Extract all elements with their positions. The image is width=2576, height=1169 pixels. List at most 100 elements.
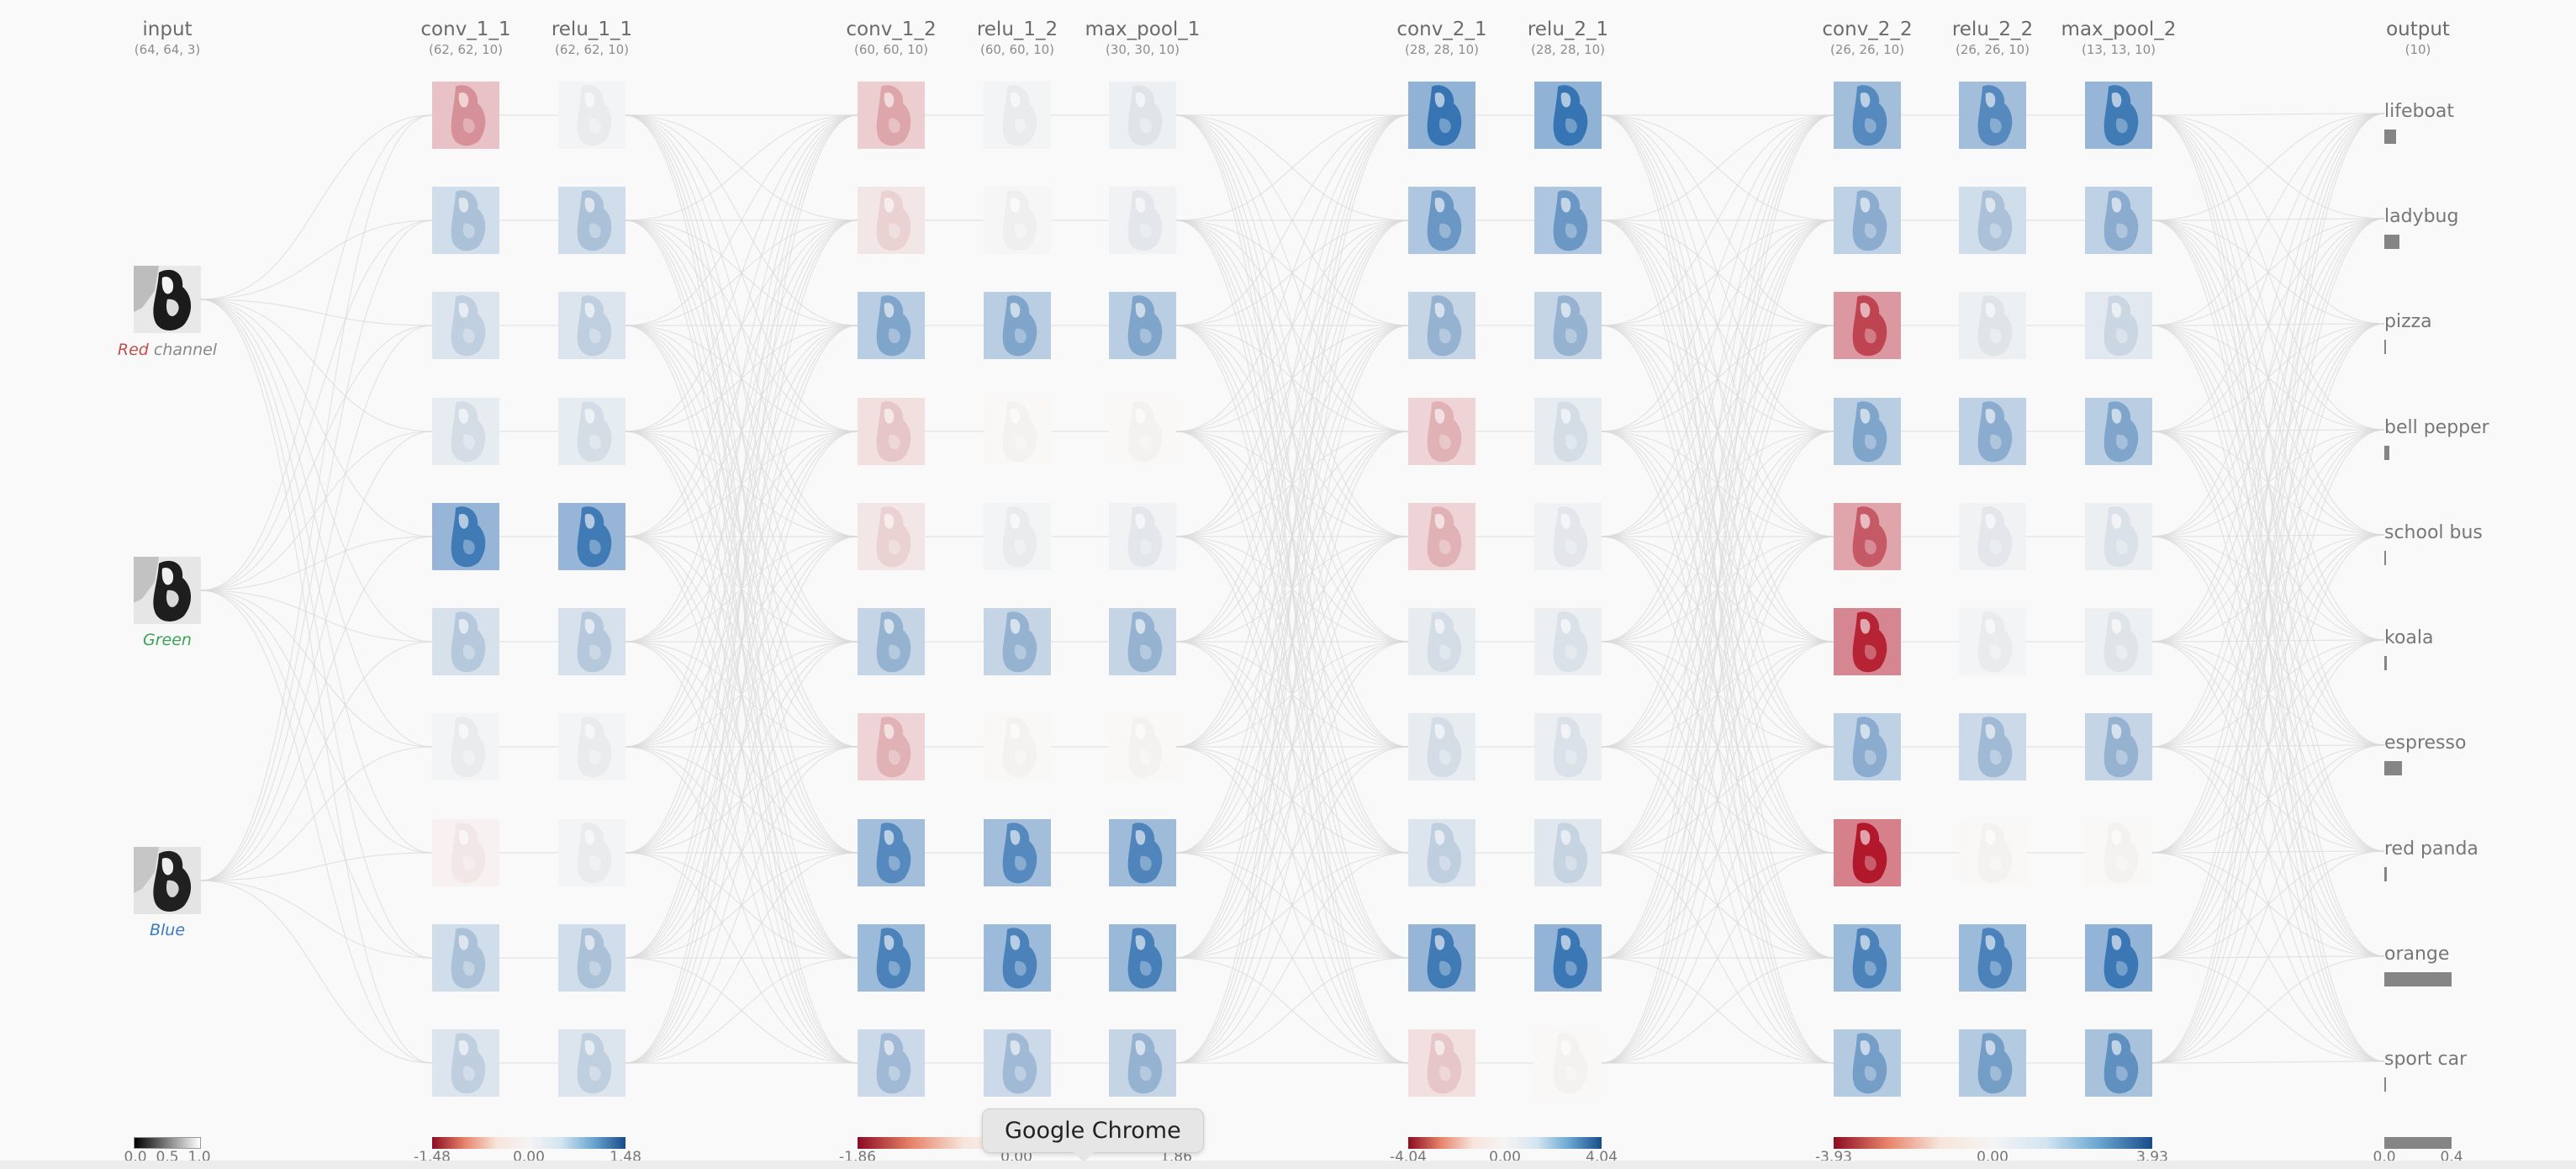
feature-map-relu-1-1-7[interactable]: [558, 713, 626, 780]
output-class-label[interactable]: red panda: [2384, 838, 2478, 860]
feature-map-conv-2-2-10[interactable]: [1834, 1029, 1901, 1097]
feature-map-conv-1-2-8[interactable]: [858, 819, 925, 886]
feature-map-max-pool-2-8[interactable]: [2085, 819, 2152, 886]
feature-map-relu-2-2-10[interactable]: [1959, 1029, 2026, 1097]
feature-map-conv-2-1-6[interactable]: [1408, 608, 1475, 675]
feature-map-conv-2-2-1[interactable]: [1834, 82, 1901, 149]
feature-map-max-pool-2-5[interactable]: [2085, 503, 2152, 570]
output-class-label[interactable]: orange: [2384, 944, 2450, 965]
feature-map-relu-1-1-5[interactable]: [558, 503, 626, 570]
feature-map-relu-1-2-10[interactable]: [984, 1029, 1051, 1097]
feature-map-conv-1-2-4[interactable]: [858, 398, 925, 465]
feature-map-relu-2-2-2[interactable]: [1959, 187, 2026, 254]
feature-map-relu-2-1-7[interactable]: [1534, 713, 1602, 780]
feature-map-relu-1-1-9[interactable]: [558, 924, 626, 992]
feature-map-conv-1-2-6[interactable]: [858, 608, 925, 675]
feature-map-relu-2-1-6[interactable]: [1534, 608, 1602, 675]
feature-map-conv-2-2-9[interactable]: [1834, 924, 1901, 992]
feature-map-conv-2-1-1[interactable]: [1408, 82, 1475, 149]
feature-map-conv-2-2-8[interactable]: [1834, 819, 1901, 886]
feature-map-max-pool-1-7[interactable]: [1109, 713, 1176, 780]
feature-map-conv-1-2-9[interactable]: [858, 924, 925, 992]
input-image-blue-channel[interactable]: [134, 847, 201, 914]
feature-map-conv-1-1-2[interactable]: [432, 187, 499, 254]
feature-map-relu-1-1-3[interactable]: [558, 292, 626, 359]
feature-map-relu-1-1-2[interactable]: [558, 187, 626, 254]
feature-map-max-pool-2-4[interactable]: [2085, 398, 2152, 465]
feature-map-conv-1-2-10[interactable]: [858, 1029, 925, 1097]
feature-map-conv-2-1-7[interactable]: [1408, 713, 1475, 780]
feature-map-max-pool-2-7[interactable]: [2085, 713, 2152, 780]
feature-map-relu-2-2-1[interactable]: [1959, 82, 2026, 149]
feature-map-relu-1-2-7[interactable]: [984, 713, 1051, 780]
feature-map-relu-2-1-1[interactable]: [1534, 82, 1602, 149]
feature-map-conv-1-1-9[interactable]: [432, 924, 499, 992]
feature-map-max-pool-2-2[interactable]: [2085, 187, 2152, 254]
feature-map-conv-2-2-3[interactable]: [1834, 292, 1901, 359]
feature-map-conv-1-2-5[interactable]: [858, 503, 925, 570]
feature-map-conv-2-1-5[interactable]: [1408, 503, 1475, 570]
feature-map-conv-2-1-9[interactable]: [1408, 924, 1475, 992]
output-class-label[interactable]: bell pepper: [2384, 417, 2489, 438]
feature-map-max-pool-2-1[interactable]: [2085, 82, 2152, 149]
feature-map-relu-2-1-10[interactable]: [1534, 1029, 1602, 1097]
feature-map-conv-2-2-4[interactable]: [1834, 398, 1901, 465]
feature-map-max-pool-2-10[interactable]: [2085, 1029, 2152, 1097]
feature-map-relu-2-1-8[interactable]: [1534, 819, 1602, 886]
feature-map-relu-2-1-9[interactable]: [1534, 924, 1602, 992]
feature-map-max-pool-1-1[interactable]: [1109, 82, 1176, 149]
feature-map-max-pool-1-6[interactable]: [1109, 608, 1176, 675]
feature-map-relu-1-1-10[interactable]: [558, 1029, 626, 1097]
feature-map-conv-1-1-7[interactable]: [432, 713, 499, 780]
feature-map-conv-1-1-1[interactable]: [432, 82, 499, 149]
feature-map-relu-1-2-3[interactable]: [984, 292, 1051, 359]
feature-map-conv-1-1-6[interactable]: [432, 608, 499, 675]
feature-map-max-pool-2-6[interactable]: [2085, 608, 2152, 675]
feature-map-conv-1-1-3[interactable]: [432, 292, 499, 359]
output-class-label[interactable]: ladybug: [2384, 206, 2459, 227]
feature-map-max-pool-1-9[interactable]: [1109, 924, 1176, 992]
feature-map-relu-1-2-8[interactable]: [984, 819, 1051, 886]
output-class-label[interactable]: koala: [2384, 627, 2434, 648]
feature-map-max-pool-2-9[interactable]: [2085, 924, 2152, 992]
feature-map-conv-1-2-1[interactable]: [858, 82, 925, 149]
feature-map-conv-2-1-8[interactable]: [1408, 819, 1475, 886]
feature-map-conv-1-1-4[interactable]: [432, 398, 499, 465]
feature-map-relu-2-2-7[interactable]: [1959, 713, 2026, 780]
feature-map-conv-1-2-7[interactable]: [858, 713, 925, 780]
input-image-red-channel[interactable]: [134, 266, 201, 333]
feature-map-conv-1-1-5[interactable]: [432, 503, 499, 570]
feature-map-relu-2-1-5[interactable]: [1534, 503, 1602, 570]
feature-map-relu-2-2-5[interactable]: [1959, 503, 2026, 570]
output-class-label[interactable]: sport car: [2384, 1049, 2468, 1070]
feature-map-relu-1-2-1[interactable]: [984, 82, 1051, 149]
feature-map-relu-1-2-5[interactable]: [984, 503, 1051, 570]
output-class-label[interactable]: school bus: [2384, 522, 2483, 543]
feature-map-relu-1-2-2[interactable]: [984, 187, 1051, 254]
feature-map-relu-2-1-2[interactable]: [1534, 187, 1602, 254]
feature-map-max-pool-1-2[interactable]: [1109, 187, 1176, 254]
feature-map-max-pool-1-3[interactable]: [1109, 292, 1176, 359]
feature-map-conv-2-1-3[interactable]: [1408, 292, 1475, 359]
feature-map-max-pool-1-10[interactable]: [1109, 1029, 1176, 1097]
feature-map-relu-1-2-9[interactable]: [984, 924, 1051, 992]
input-image-green-channel[interactable]: [134, 557, 201, 624]
feature-map-relu-2-2-6[interactable]: [1959, 608, 2026, 675]
feature-map-conv-1-1-8[interactable]: [432, 819, 499, 886]
feature-map-max-pool-1-4[interactable]: [1109, 398, 1176, 465]
feature-map-relu-1-1-1[interactable]: [558, 82, 626, 149]
output-class-label[interactable]: espresso: [2384, 733, 2467, 754]
output-class-label[interactable]: pizza: [2384, 311, 2432, 332]
feature-map-conv-2-2-7[interactable]: [1834, 713, 1901, 780]
feature-map-relu-2-1-3[interactable]: [1534, 292, 1602, 359]
feature-map-conv-2-2-6[interactable]: [1834, 608, 1901, 675]
feature-map-relu-1-1-6[interactable]: [558, 608, 626, 675]
feature-map-conv-1-2-2[interactable]: [858, 187, 925, 254]
feature-map-conv-2-2-2[interactable]: [1834, 187, 1901, 254]
feature-map-relu-2-1-4[interactable]: [1534, 398, 1602, 465]
feature-map-max-pool-1-8[interactable]: [1109, 819, 1176, 886]
feature-map-relu-2-2-9[interactable]: [1959, 924, 2026, 992]
feature-map-conv-2-1-2[interactable]: [1408, 187, 1475, 254]
feature-map-relu-2-2-4[interactable]: [1959, 398, 2026, 465]
feature-map-conv-2-1-10[interactable]: [1408, 1029, 1475, 1097]
